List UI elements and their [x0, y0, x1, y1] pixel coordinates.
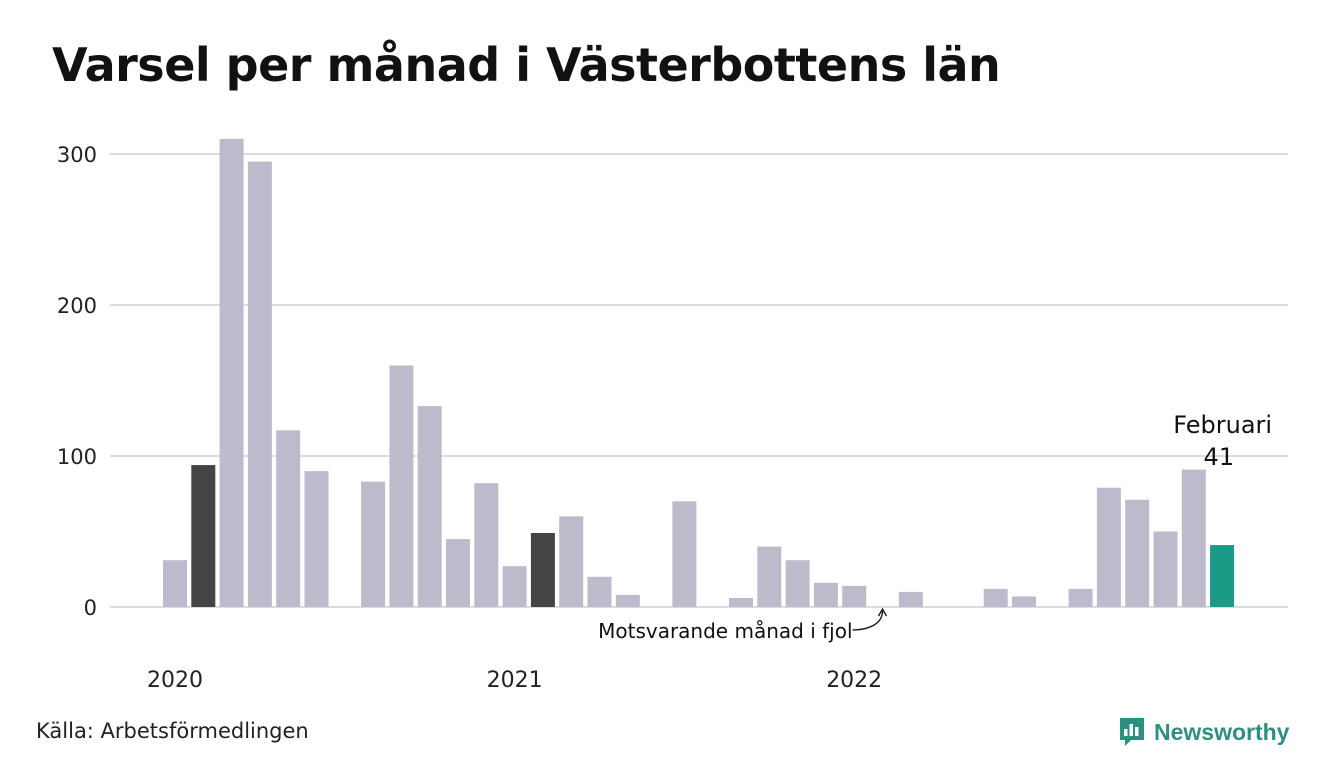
bar-2021-01: [502, 566, 527, 607]
chart-title: Varsel per månad i Västerbottens län: [52, 38, 1001, 92]
bar-2022-03: [898, 591, 923, 607]
x-axis-year-labels: 2020 2021 2022: [147, 668, 882, 693]
bar-2021-11: [785, 560, 810, 607]
annotation-arrow: [852, 610, 884, 631]
y-tick-label: 100: [57, 445, 97, 469]
bar-2022-11: [1125, 499, 1150, 607]
y-tick-label: 200: [57, 294, 97, 318]
x-tick-label: 2020: [147, 668, 203, 693]
bar-2022-10: [1096, 487, 1121, 607]
newsworthy-logo-icon: [1120, 718, 1144, 746]
bar-2021-09: [729, 597, 753, 607]
bar-2020-10: [417, 406, 442, 607]
bar-2022-07: [1012, 596, 1036, 607]
bar-2020-05: [276, 430, 301, 607]
bar-2020-09: [389, 365, 414, 607]
bars: [163, 138, 1235, 608]
newsworthy-brand[interactable]: Newsworthy: [1118, 714, 1289, 750]
highlight-value-label: 41: [1204, 443, 1235, 471]
bar-2021-02: [530, 533, 555, 607]
y-tick-label: 0: [84, 596, 97, 620]
annotations: Februari 41 Motsvarande månad i fjol: [598, 411, 1272, 643]
bar-2020-04: [247, 161, 272, 608]
bar-2020-01: [163, 560, 187, 607]
bar-2020-12: [474, 483, 499, 607]
brand-name: Newsworthy: [1154, 718, 1290, 745]
bar-2021-05: [615, 594, 640, 607]
bar-2021-12: [813, 582, 838, 607]
bar-2022-12: [1153, 531, 1178, 607]
highlight-month-label: Februari: [1173, 411, 1272, 439]
bar-2022-09: [1068, 588, 1093, 607]
previous-year-annotation: Motsvarande månad i fjol: [598, 619, 852, 643]
annotation-arrowhead: [877, 607, 888, 617]
bar-2020-11: [446, 539, 470, 607]
bar-2020-08: [361, 481, 386, 607]
bar-2020-06: [304, 471, 329, 607]
bar-2021-07: [672, 501, 697, 607]
bar-2021-10: [757, 546, 782, 607]
bar-2023-02: [1210, 545, 1235, 607]
x-tick-label: 2022: [826, 668, 882, 693]
bar-2020-03: [219, 138, 244, 607]
source-note: Källa: Arbetsförmedlingen: [36, 719, 309, 743]
bar-2020-02: [191, 465, 216, 607]
bar-2023-01: [1181, 469, 1206, 607]
y-axis-tick-labels: 0 100 200 300: [57, 143, 97, 620]
bar-2022-06: [983, 588, 1008, 607]
y-tick-label: 300: [57, 143, 97, 167]
bar-2021-04: [587, 576, 612, 607]
bar-2022-01: [842, 585, 867, 607]
bar-2021-03: [559, 516, 584, 607]
x-tick-label: 2021: [487, 668, 543, 693]
